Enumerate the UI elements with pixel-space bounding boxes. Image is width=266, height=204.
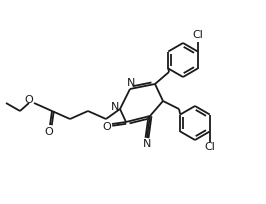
Text: Cl: Cl [204, 143, 215, 153]
Text: O: O [25, 95, 33, 105]
Text: N: N [127, 78, 135, 88]
Text: Cl: Cl [192, 31, 203, 41]
Text: N: N [143, 139, 151, 149]
Text: O: O [45, 127, 53, 137]
Text: N: N [111, 102, 119, 112]
Text: O: O [103, 122, 111, 132]
